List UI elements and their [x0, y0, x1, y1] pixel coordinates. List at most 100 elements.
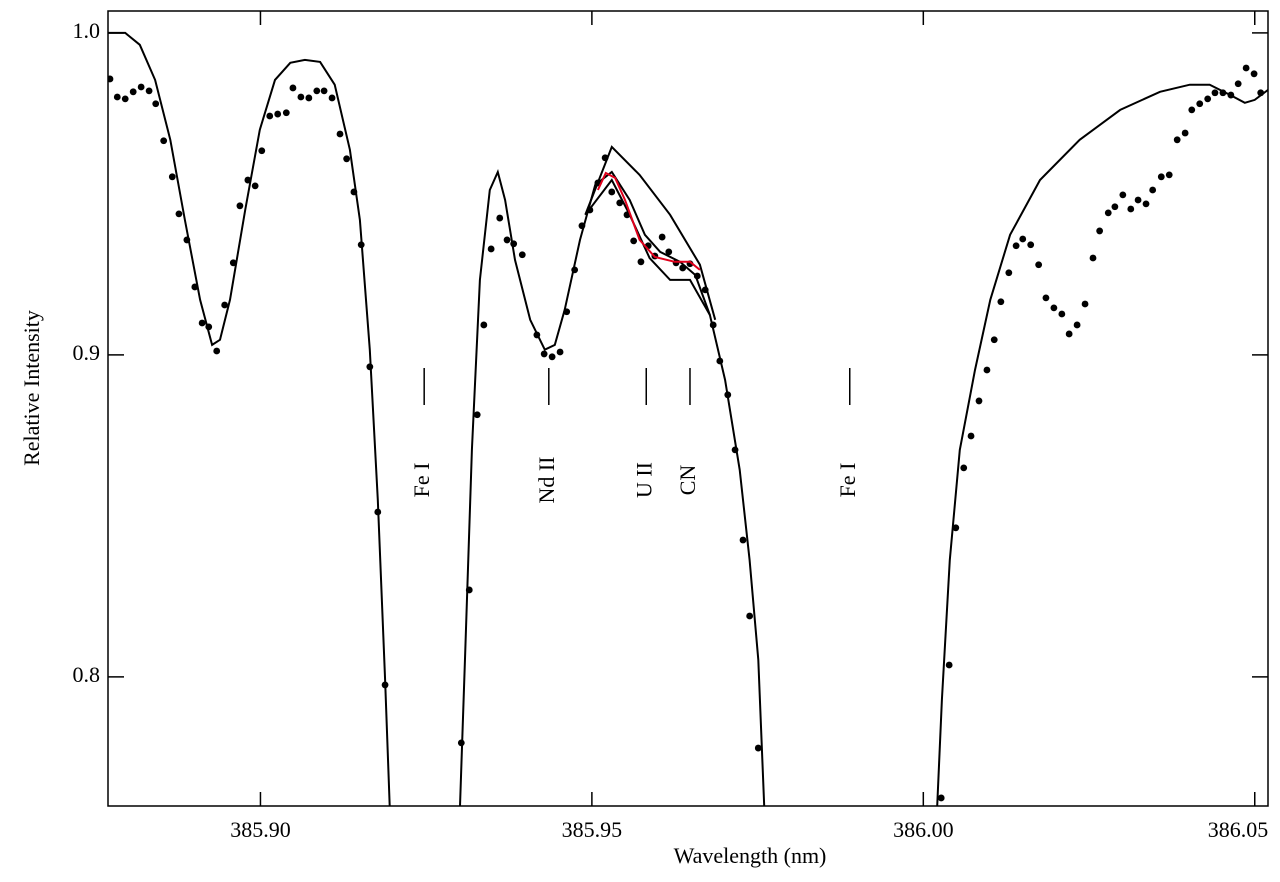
y-axis-label: Relative Intensity — [19, 310, 44, 466]
data-point — [1211, 89, 1219, 97]
data-point — [320, 87, 328, 95]
plot-frame — [107, 10, 1269, 807]
data-point — [754, 744, 762, 752]
data-point — [343, 155, 351, 163]
data-point — [1104, 209, 1112, 217]
data-point — [556, 348, 564, 356]
data-point — [1042, 294, 1050, 302]
line-label: CN — [675, 465, 700, 496]
data-point — [236, 202, 244, 210]
y-tick-label: 0.9 — [73, 340, 101, 365]
data-point — [1012, 242, 1020, 250]
model-line — [584, 145, 717, 321]
data-point — [518, 251, 526, 259]
data-point — [213, 347, 221, 355]
data-point — [739, 536, 747, 544]
data-point — [1173, 136, 1181, 144]
data-point — [1019, 235, 1027, 243]
line-label: Nd II — [534, 456, 559, 503]
x-tick-label: 386.05 — [1208, 817, 1269, 842]
x-tick-label: 386.00 — [893, 817, 954, 842]
data-point — [1119, 191, 1127, 199]
data-point — [1065, 330, 1073, 338]
y-tick-label: 0.8 — [73, 662, 101, 687]
data-point — [305, 94, 313, 102]
data-point — [473, 411, 481, 419]
data-point — [616, 199, 624, 207]
data-point — [975, 397, 983, 405]
data-point — [1035, 261, 1043, 269]
data-point — [1149, 186, 1157, 194]
model-line — [584, 178, 711, 316]
data-point — [113, 93, 121, 101]
data-point — [630, 237, 638, 245]
data-point — [108, 75, 114, 83]
data-point — [336, 130, 344, 138]
data-point — [1089, 254, 1097, 262]
y-tick-label: 1.0 — [73, 18, 101, 43]
data-point — [282, 109, 290, 117]
data-point — [665, 248, 673, 256]
data-point — [746, 612, 754, 620]
data-point — [997, 298, 1005, 306]
data-point — [121, 95, 129, 103]
data-point — [198, 319, 206, 327]
data-point — [1081, 300, 1089, 308]
data-point — [274, 110, 282, 118]
data-point — [1050, 304, 1058, 312]
data-point — [990, 336, 998, 344]
plot-area — [108, 31, 1268, 806]
data-point — [967, 432, 975, 440]
data-point — [937, 794, 945, 802]
data-point — [1005, 269, 1013, 277]
data-point — [160, 137, 168, 145]
data-point — [313, 87, 321, 95]
data-point — [960, 464, 968, 472]
data-point — [152, 100, 160, 108]
data-point — [503, 236, 511, 244]
x-tick-label: 385.90 — [230, 817, 291, 842]
data-point — [1250, 70, 1258, 78]
data-point — [548, 353, 556, 361]
data-point — [945, 661, 953, 669]
data-point — [266, 112, 274, 120]
data-point — [1165, 171, 1173, 179]
data-point — [487, 245, 495, 253]
data-point — [258, 147, 266, 155]
data-point — [637, 258, 645, 266]
data-point — [289, 84, 297, 92]
model-line — [596, 171, 701, 271]
data-point — [1242, 64, 1250, 72]
data-point — [1096, 227, 1104, 235]
data-point — [297, 93, 305, 101]
data-point — [658, 233, 666, 241]
data-point — [1188, 106, 1196, 114]
data-point — [1157, 173, 1165, 181]
model-line — [108, 31, 1268, 806]
data-point — [221, 301, 229, 309]
data-point — [952, 524, 960, 532]
data-point — [145, 87, 153, 95]
data-point — [251, 182, 259, 190]
data-point — [480, 321, 488, 329]
data-point — [1111, 203, 1119, 211]
data-point — [1027, 241, 1035, 249]
data-point — [1204, 95, 1212, 103]
data-point — [1058, 310, 1066, 318]
data-point — [1127, 205, 1135, 213]
data-point — [1181, 129, 1189, 137]
data-point — [1142, 200, 1150, 208]
data-point — [328, 94, 336, 102]
data-point — [1234, 80, 1242, 88]
data-point — [540, 350, 548, 358]
data-point — [168, 173, 176, 181]
line-label: Fe I — [409, 463, 434, 498]
data-point — [496, 214, 504, 222]
data-point — [1134, 196, 1142, 204]
line-label: Fe I — [835, 463, 860, 498]
x-axis-label: Wavelength (nm) — [674, 843, 827, 868]
data-point — [1073, 321, 1081, 329]
line-label: U II — [631, 462, 656, 498]
data-point — [1196, 100, 1204, 108]
